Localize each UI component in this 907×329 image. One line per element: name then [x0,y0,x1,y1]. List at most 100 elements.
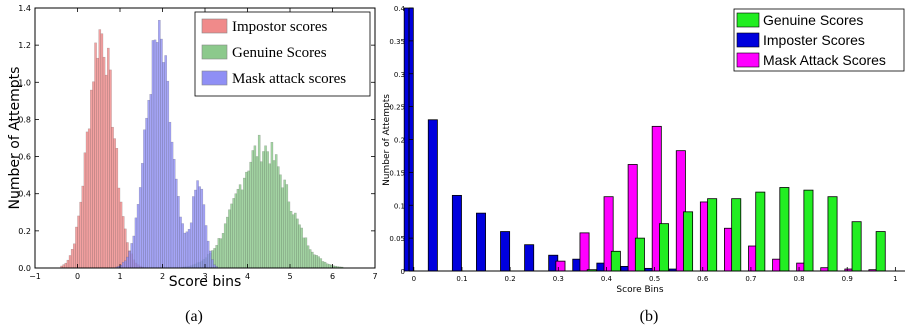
bar-genuine-scores [659,223,669,272]
y-tick-label: 0.6 [18,153,31,162]
histogram-bar-impostor-scores [115,148,119,269]
y-tick-label: 1.0 [18,78,31,87]
histogram-bar-mask-attack-scores [166,80,170,269]
histogram-bar-mask-attack-scores [143,129,146,269]
histogram-bar-genuine-scores [270,142,274,269]
legend-label-genuine: Genuine Scores [232,45,327,61]
histogram-bar-mask-attack-scores [198,186,201,269]
bar-genuine-scores [683,211,694,272]
histogram-bar-impostor-scores [117,187,121,269]
x-tick-label: 7 [372,272,377,281]
histogram-bar-mask-attack-scores [209,250,212,269]
histogram-bar-mask-attack-scores [196,180,199,269]
histogram-bar-impostor-scores [107,47,110,269]
histogram-bar-mask-attack-scores [162,62,165,269]
x-tick-label: 4 [245,272,250,281]
bar-genuine-scores [803,189,814,272]
histogram-bar-impostor-scores [96,57,99,269]
histogram-bar-mask-attack-scores [141,163,144,269]
histogram-bar-genuine-scores [306,245,310,269]
legend-swatch-impostor [201,18,228,34]
histogram-bar-impostor-scores [119,201,123,269]
histogram-bar-genuine-scores [260,161,263,269]
histogram-bar-mask-attack-scores [158,19,161,269]
histogram-bar-genuine-scores [319,258,323,269]
histogram-bar-mask-attack-scores [204,225,208,269]
histogram-bar-genuine-scores [238,184,242,269]
histogram-bar-genuine-scores [315,255,318,269]
histogram-bar-mask-attack-scores [126,256,129,269]
histogram-bar-mask-attack-scores [206,240,210,269]
histogram-bar-genuine-scores [321,261,325,269]
histogram-bar-genuine-scores [219,238,223,269]
panel-a-chart: −1 0 1 2 3 4 5 6 7 0.0 0.2 0.4 0.6 0.8 1.0 1.2 1.4 Score… [7,4,378,325]
x-tick-label: 6 [330,272,335,281]
legend-label-mask-b: Mask Attack Scores [763,52,886,68]
histogram-bar-genuine-scores [236,188,240,269]
histogram-bar-genuine-scores [300,227,303,269]
histogram-bar-genuine-scores [264,145,267,269]
histogram-bar-genuine-scores [323,261,327,269]
histogram-bar-genuine-scores [291,214,295,269]
y-tick-label: 0.1 [394,202,405,210]
legend-label-impostor: Impostor scores [232,19,328,35]
histogram-bar-impostor-scores [70,249,74,269]
legend-swatch-mask-b [736,52,760,68]
histogram-bar-impostor-scores [62,264,65,269]
bar-imposter-scores [476,212,486,272]
histogram-bar-mask-attack-scores [189,222,193,269]
legend-swatch-genuine-b [736,12,760,28]
bar-imposter-scores [500,231,511,272]
panel-b-chart: 0 0.1 0.2 0.3 0.4 0.5 0.6 0.7 0.8 0.9 1 0 0.05 0.1 0.1… [382,5,905,325]
bar-imposter-scores [524,244,535,272]
histogram-bar-mask-attack-scores [130,243,133,269]
x-tick-label: 0.5 [649,275,660,283]
x-tick-label: 0.2 [505,275,516,283]
histogram-bar-impostor-scores [104,74,108,269]
bar-genuine-scores [707,198,718,272]
histogram-bar-mask-attack-scores [151,40,155,269]
histogram-bar-mask-attack-scores [202,204,206,269]
histogram-bar-impostor-scores [73,243,76,269]
histogram-bar-mask-attack-scores [132,235,136,269]
histogram-bar-impostor-scores [98,29,102,269]
histogram-bar-genuine-scores [281,187,284,269]
histogram-bar-genuine-scores [302,237,306,269]
histogram-bar-mask-attack-scores [194,189,197,269]
histogram-bar-genuine-scores [296,218,299,269]
bar-genuine-scores [827,196,838,272]
bar-genuine-scores [875,231,886,272]
bar-genuine-scores [731,198,742,272]
x-tick-label: 1 [117,272,122,281]
histogram-bar-genuine-scores [217,238,221,269]
histogram-bar-impostor-scores [75,226,78,269]
histogram-bar-genuine-scores [243,177,246,269]
histogram-bar-genuine-scores [304,237,308,269]
legend-swatch-genuine [201,44,228,60]
histogram-bar-genuine-scores [262,151,265,269]
histogram-bar-genuine-scores [226,216,229,269]
y-tick-label: 1.2 [18,41,31,50]
histogram-bar-mask-attack-scores [160,38,163,269]
histogram-bar-impostor-scores [121,216,125,269]
y-tick-label: 0.15 [389,169,405,177]
legend-label-genuine-b: Genuine Scores [763,12,863,28]
histogram-bar-mask-attack-scores [185,231,189,269]
histogram-bar-mask-attack-scores [183,232,187,269]
y-tick-label: 0.35 [389,38,405,46]
bar-genuine-scores [779,187,790,272]
y-tick-label: 0.4 [394,5,406,13]
histogram-bar-mask-attack-scores [177,196,180,269]
bar-genuine-scores [610,250,621,272]
y-tick-label: 0.25 [389,104,405,112]
histogram-bar-genuine-scores [287,201,291,269]
histogram-bar-genuine-scores [245,171,248,269]
histogram-bar-mask-attack-scores [136,204,140,269]
x-tick-label: 2 [160,272,165,281]
histogram-bar-impostor-scores [85,131,89,269]
histogram-bar-genuine-scores [294,212,297,269]
histogram-bar-genuine-scores [274,154,278,269]
x-tick-label: 3 [202,272,207,281]
histogram-bar-genuine-scores [283,179,286,269]
